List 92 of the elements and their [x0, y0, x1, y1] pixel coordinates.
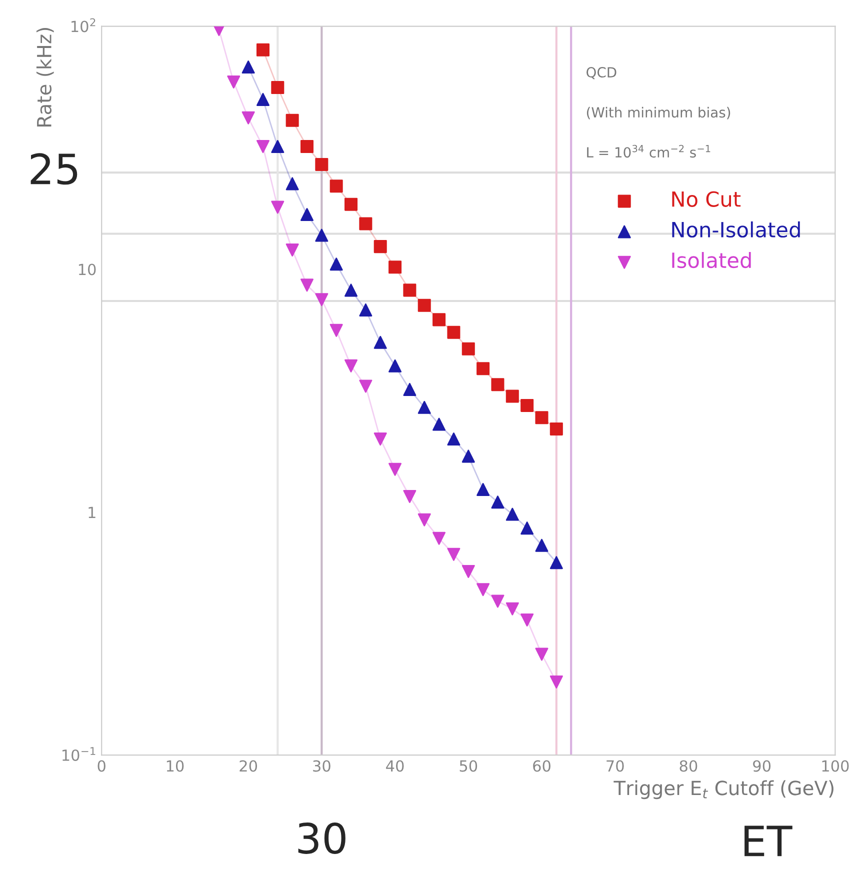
- point: [462, 450, 475, 463]
- point: [359, 303, 372, 316]
- point: [506, 508, 519, 521]
- point: [242, 60, 255, 74]
- annotation: (With minimum bias): [586, 106, 730, 120]
- point: [462, 342, 475, 356]
- point: [315, 293, 328, 306]
- point: [520, 522, 534, 535]
- x-tick-label: 90: [753, 760, 771, 772]
- x-tick-label: 60: [533, 760, 550, 772]
- point: [447, 548, 460, 561]
- annotation: QCD: [586, 67, 616, 80]
- point: [286, 114, 299, 127]
- text: ET: [744, 826, 792, 856]
- point: [344, 284, 358, 297]
- point: [520, 398, 534, 412]
- point: [330, 180, 343, 193]
- ref-line-label: 30: [298, 822, 346, 854]
- x-tick-label: 30: [313, 760, 330, 772]
- point: [520, 613, 534, 626]
- y-axis-title: Rate (kHz): [36, 28, 54, 126]
- point: [227, 76, 240, 89]
- point: [256, 43, 270, 56]
- point: [315, 228, 328, 242]
- point: [344, 198, 358, 211]
- point: [476, 583, 490, 596]
- point: [330, 258, 343, 271]
- point: [550, 556, 563, 570]
- point: [550, 422, 563, 436]
- point: [286, 244, 299, 257]
- point: [462, 564, 475, 578]
- point: [286, 177, 299, 190]
- ref-line-label: 25: [30, 153, 78, 185]
- point: [432, 532, 446, 545]
- point: [447, 326, 460, 339]
- point: [491, 496, 504, 509]
- point: [315, 158, 328, 171]
- y-tick-label: 10$^{−1}$: [62, 747, 96, 761]
- x-tick-label: 50: [460, 760, 478, 772]
- point: [359, 380, 372, 393]
- point: [550, 675, 563, 688]
- point: [403, 490, 416, 504]
- point: [403, 382, 416, 396]
- x-tick-label: 10: [166, 760, 184, 772]
- point: [535, 411, 548, 424]
- point: [271, 81, 284, 94]
- legend-label: Isolated: [672, 252, 751, 268]
- point: [418, 298, 431, 312]
- x-tick-label: 0: [98, 760, 106, 772]
- point: [256, 92, 270, 106]
- x-tick-label: 20: [240, 760, 258, 772]
- legend-label: No Cut: [672, 191, 741, 207]
- x-tick-label: 70: [606, 760, 624, 772]
- point: [447, 432, 460, 446]
- point: [491, 378, 504, 392]
- point: [476, 482, 490, 496]
- point: [271, 200, 284, 214]
- x-tick-label: 40: [386, 760, 404, 772]
- point: [388, 462, 402, 476]
- point: [506, 602, 519, 616]
- point: [344, 359, 358, 372]
- point: [432, 418, 446, 431]
- point: [374, 432, 387, 446]
- point: [476, 362, 490, 376]
- point: [418, 400, 431, 414]
- point: [418, 513, 431, 526]
- point: [374, 336, 387, 349]
- point: [300, 278, 314, 292]
- point: [374, 240, 387, 254]
- point: [271, 140, 284, 154]
- point: [388, 359, 402, 372]
- point: [242, 111, 255, 124]
- annotation: L = 10$^{34}$ cm$^{−2}$ s$^{−1}$: [587, 144, 710, 158]
- point: [388, 260, 402, 274]
- point: [359, 217, 372, 230]
- y-tick-label: 10: [78, 264, 96, 276]
- point: [403, 284, 416, 297]
- legend-label: Non-Isolated: [672, 221, 800, 238]
- point: [330, 324, 343, 337]
- x-tick-label: 80: [680, 760, 698, 772]
- point: [300, 208, 314, 222]
- point: [300, 140, 314, 154]
- y-tick-label: 1: [88, 506, 96, 518]
- y-tick-label: 10$^{2}$: [72, 18, 96, 32]
- point: [256, 140, 270, 154]
- x-axis-title: Trigger E$_{t}$ Cutoff (GeV): [614, 780, 834, 800]
- point: [506, 390, 519, 403]
- point: [535, 538, 548, 552]
- point: [535, 648, 548, 661]
- point: [491, 594, 504, 608]
- point: [432, 313, 446, 326]
- x-tick-label: 100: [822, 760, 849, 772]
